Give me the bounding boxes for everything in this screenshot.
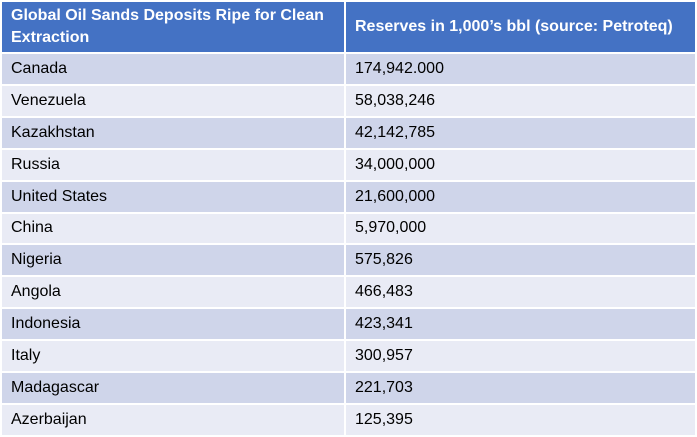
reserves-cell: 300,957 — [346, 341, 695, 372]
header-reserves: Reserves in 1,000’s bbl (source: Petrote… — [346, 2, 695, 52]
header-row: Global Oil Sands Deposits Ripe for Clean… — [2, 2, 695, 52]
table-row: Indonesia 423,341 — [2, 309, 695, 340]
table-row: China 5,970,000 — [2, 213, 695, 244]
country-cell: Kazakhstan — [2, 117, 344, 148]
table-row: Azerbaijan 125,395 — [2, 404, 695, 435]
country-cell: Italy — [2, 341, 344, 372]
table-row: Russia 34,000,000 — [2, 149, 695, 180]
reserves-cell: 5,970,000 — [346, 213, 695, 244]
reserves-cell: 575,826 — [346, 245, 695, 276]
reserves-cell: 42,142,785 — [346, 117, 695, 148]
country-cell: Azerbaijan — [2, 404, 344, 435]
reserves-cell: 58,038,246 — [346, 85, 695, 116]
table-body: Canada 174,942.000 Venezuela 58,038,246 Kaza… — [2, 54, 695, 435]
country-cell: Nigeria — [2, 245, 344, 276]
country-cell: Angola — [2, 277, 344, 308]
table-row: Kazakhstan 42,142,785 — [2, 117, 695, 148]
table-row: Angola 466,483 — [2, 277, 695, 308]
table-row: Nigeria 575,826 — [2, 245, 695, 276]
country-cell: Canada — [2, 54, 344, 84]
country-cell: United States — [2, 181, 344, 212]
country-cell: China — [2, 213, 344, 244]
reserves-cell: 466,483 — [346, 277, 695, 308]
country-cell: Indonesia — [2, 309, 344, 340]
reserves-cell: 221,703 — [346, 373, 695, 403]
table-row: Venezuela 58,038,246 — [2, 85, 695, 116]
reserves-cell: 423,341 — [346, 309, 695, 340]
table-row: Italy 300,957 — [2, 341, 695, 372]
header-deposits: Global Oil Sands Deposits Ripe for Clean… — [2, 2, 344, 52]
reserves-cell: 174,942.000 — [346, 54, 695, 84]
country-cell: Venezuela — [2, 85, 344, 116]
table-row: United States 21,600,000 — [2, 181, 695, 212]
country-cell: Madagascar — [2, 373, 344, 403]
country-cell: Russia — [2, 149, 344, 180]
reserves-cell: 34,000,000 — [346, 149, 695, 180]
reserves-cell: 125,395 — [346, 404, 695, 435]
reserves-cell: 21,600,000 — [346, 181, 695, 212]
table-row: Madagascar 221,703 — [2, 373, 695, 403]
table-row: Canada 174,942.000 — [2, 54, 695, 84]
